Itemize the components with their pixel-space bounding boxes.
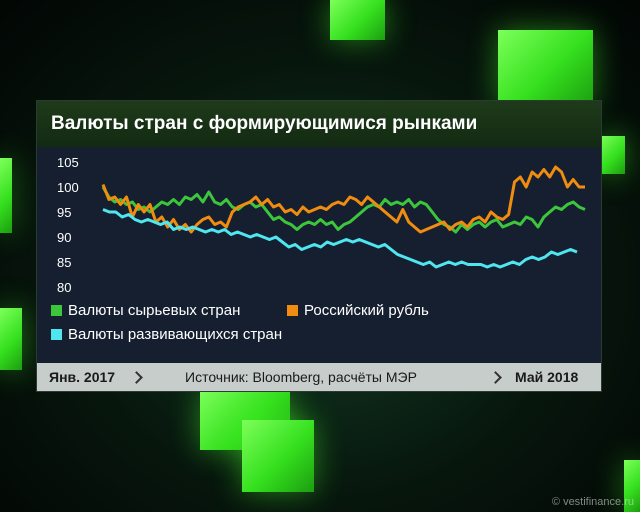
- title-bar: Валюты стран с формирующимися рынками: [37, 101, 601, 147]
- line-chart: 105 100 95 90 85 80 Валюты сырьевых стран Росси…: [51, 155, 586, 343]
- footer-bar: Янв. 2017 Источник: Bloomberg, расчёты М…: [37, 363, 601, 391]
- series-line: [102, 208, 578, 269]
- footer-start-date: Янв. 2017: [49, 369, 116, 385]
- chart-card: Валюты стран с формирующимися рынками 10…: [36, 100, 602, 392]
- y-tick-label: 80: [57, 280, 71, 295]
- series-line: [101, 165, 585, 234]
- decorative-cube: [0, 158, 12, 233]
- legend-label: Валюты развивающихся стран: [68, 326, 282, 343]
- series-line: [101, 186, 586, 234]
- decorative-cube: [242, 420, 314, 492]
- legend-swatch: [51, 329, 62, 340]
- decorative-cube: [330, 0, 385, 40]
- legend-label: Валюты сырьевых стран: [68, 302, 240, 319]
- y-tick-label: 95: [57, 205, 71, 220]
- legend-swatch: [287, 305, 298, 316]
- footer-end-date: Май 2018: [515, 369, 579, 385]
- decorative-cube: [0, 308, 22, 370]
- y-tick-label: 90: [57, 230, 71, 245]
- watermark: © vestifinance.ru: [551, 496, 634, 508]
- y-tick-label: 100: [57, 180, 79, 195]
- chevron-right-icon: [130, 371, 143, 384]
- legend-swatch: [51, 305, 62, 316]
- decorative-cube: [624, 460, 640, 512]
- chart-title: Валюты стран с формирующимися рынками: [51, 113, 478, 134]
- decorative-cube: [498, 30, 593, 105]
- plot-area: 105 100 95 90 85 80 Валюты сырьевых стран Росси…: [37, 147, 601, 363]
- decorative-cube: [600, 136, 625, 174]
- y-tick-label: 85: [57, 255, 71, 270]
- footer-source: Источник: Bloomberg, расчёты МЭР: [185, 369, 417, 385]
- legend-label: Российский рубль: [304, 302, 429, 319]
- y-tick-label: 105: [57, 155, 79, 170]
- chevron-right-icon: [489, 371, 502, 384]
